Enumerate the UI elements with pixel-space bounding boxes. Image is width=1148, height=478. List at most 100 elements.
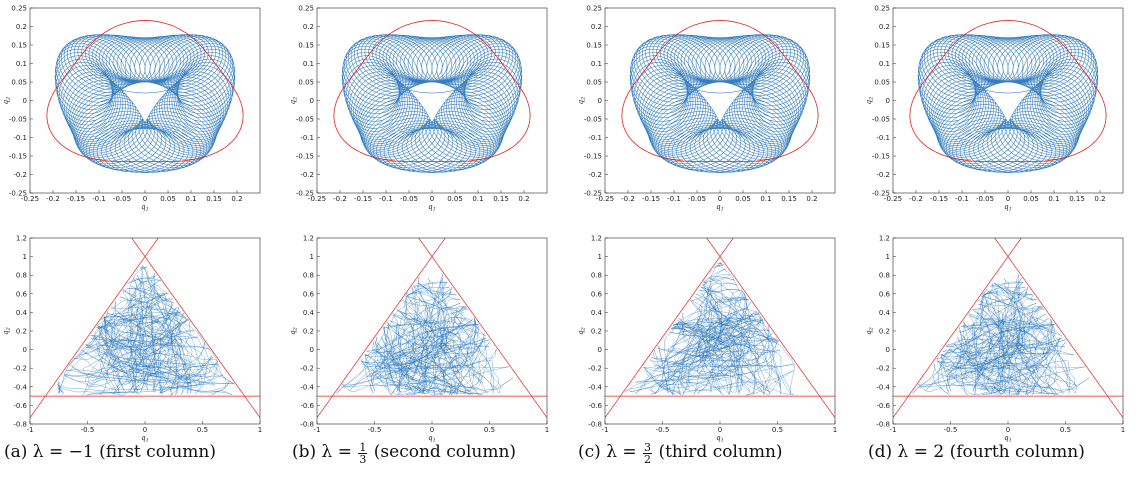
d-bottom-ytick-label: 1 (886, 253, 890, 261)
a-top-ytick-label: -0.2 (13, 171, 27, 179)
c-top-trajectory (629, 34, 811, 173)
a-bottom-ytick-label: -0.6 (13, 402, 27, 410)
b-bottom-ytick-label: 0.4 (303, 309, 315, 317)
d-top-ytick-label: 0 (886, 97, 890, 105)
c-bottom-ytick-label: -0.6 (588, 402, 602, 410)
d-top-xtick-label: -0.15 (930, 195, 948, 203)
c-top-ytick-label: -0.25 (584, 190, 602, 198)
a-top-boundary (46, 20, 244, 163)
b-bottom-ytick-label: 0 (310, 346, 314, 354)
panel-d-bottom: -1 -0.5 0 0.5 1 1.2 1 0.8 0.6 0.4 0.2 0 -0.2 -0.4 -0.6… (865, 235, 1125, 444)
a-top-ytick-label: -0.05 (9, 116, 27, 124)
a-top-xtick-label: -0.2 (46, 195, 60, 203)
c-top-xtick-label: -0.1 (667, 195, 681, 203)
panel-a-bottom: -1 -0.5 0 0.5 1 1.2 1 0.8 0.6 0.4 0.2 0 -0.2 -0.4 -0.6… (2, 235, 262, 444)
caption-b-den: 3 (359, 453, 367, 466)
a-top-ytick-label: -0.1 (13, 134, 27, 142)
a-top-ytick-label: 0 (23, 97, 27, 105)
d-bottom-ytick-label: 0.4 (879, 309, 891, 317)
c-top-ytick-label: 0.05 (586, 79, 602, 87)
b-bottom-ytick-label: 1 (310, 253, 314, 261)
b-top-ylabel: q2 (289, 97, 299, 105)
b-bottom-ytick-label: -0.8 (300, 421, 314, 429)
caption-c-prefix: (c) λ = (578, 442, 637, 462)
a-bottom-ytick-label: 0.4 (16, 309, 28, 317)
c-top-ylabel: q2 (577, 97, 587, 105)
b-bottom-ytick-label: 0.6 (303, 290, 315, 298)
b-top-inner-hole (408, 89, 456, 124)
a-top-xtick-label: -0.15 (67, 195, 85, 203)
c-top-ytick-label: -0.05 (584, 116, 602, 124)
b-bottom-ytick-label: -0.6 (300, 402, 314, 410)
b-bottom-xtick-label: -1 (314, 426, 321, 434)
a-top-inner-hole (121, 89, 169, 124)
c-top-xtick-label: -0.25 (596, 195, 614, 203)
c-top-ytick-label: 0.2 (591, 23, 602, 31)
c-bottom-xtick-label: 0 (718, 426, 722, 434)
d-bottom-ytick-label: -0.8 (876, 421, 890, 429)
b-top-trajectory (341, 34, 523, 173)
panel-c-top: -0.25 -0.2 -0.15 -0.1 -0.05 0 0.05 0.1 0.15 0.2 0.… (577, 5, 836, 213)
b-top-xtick-label: 0.1 (472, 195, 483, 203)
a-top-ylabel: q2 (2, 97, 12, 105)
a-bottom-ytick-label: 0.6 (16, 290, 28, 298)
a-top-xtick-label: 0.1 (185, 195, 196, 203)
a-bottom-ytick-label: 0.2 (16, 328, 27, 336)
d-top-trajectory (917, 34, 1099, 173)
c-top-xtick-label: -0.2 (621, 195, 635, 203)
a-top-ytick-label: 0.25 (11, 5, 27, 13)
a-top-xtick-label: 0.2 (231, 195, 242, 203)
d-top-xtick-label: 0 (1006, 195, 1010, 203)
a-top-ytick-label: 0.1 (16, 60, 27, 68)
c-top-xtick-label: 0.05 (735, 195, 751, 203)
caption-c-suffix: (third column) (658, 442, 783, 462)
b-top-xtick-label: -0.2 (333, 195, 347, 203)
a-top-xtick-label: -0.25 (21, 195, 39, 203)
a-bottom-ylabel: q2 (2, 327, 12, 335)
b-bottom-xtick-label: -0.5 (368, 426, 382, 434)
c-top-boundary (621, 20, 819, 163)
c-bottom-ytick-label: 0.4 (591, 309, 603, 317)
caption-a-suffix: (first column) (99, 442, 217, 462)
b-bottom-plot-area (317, 238, 547, 418)
a-bottom-ytick-label: 1.2 (16, 235, 27, 243)
d-top-ytick-label: -0.1 (876, 134, 890, 142)
a-bottom-xtick-label: -0.5 (81, 426, 95, 434)
a-bottom-ytick-label: 0 (23, 346, 27, 354)
d-top-inner-hole (984, 89, 1032, 124)
a-bottom-ytick-label: -0.4 (13, 383, 27, 391)
caption-b-num: 1 (358, 441, 368, 454)
a-top-trajectory (54, 34, 236, 173)
d-top-xtick-label: -0.1 (955, 195, 969, 203)
d-bottom-ytick-label: 0 (886, 346, 890, 354)
b-bottom-boundary-right (418, 238, 547, 418)
d-bottom-ylabel: q2 (865, 327, 875, 335)
b-bottom-xtick-label: 0 (430, 426, 434, 434)
caption-a-prefix: (a) λ = −1 (4, 442, 94, 462)
d-top-ytick-label: 0.2 (879, 23, 890, 31)
c-top-xlabel: q1 (716, 203, 724, 213)
panel-d-top: -0.25 -0.2 -0.15 -0.1 -0.05 0 0.05 0.1 0.15 0.2 0.… (865, 5, 1124, 213)
c-top-xtick-label: -0.15 (642, 195, 660, 203)
c-bottom-ytick-label: 0 (598, 346, 602, 354)
c-top-inner-hole (696, 89, 744, 124)
c-bottom-ytick-label: 1.2 (591, 235, 602, 243)
d-bottom-xtick-label: 0.5 (1060, 426, 1071, 434)
b-bottom-ytick-label: 1.2 (303, 235, 314, 243)
a-top-xtick-label: -0.1 (92, 195, 106, 203)
panel-b-top: -0.25 -0.2 -0.15 -0.1 -0.05 0 0.05 0.1 0.15 0.2 0.… (289, 5, 548, 213)
d-top-xtick-label: 0.2 (1094, 195, 1105, 203)
b-top-ytick-label: 0 (310, 97, 314, 105)
caption-a: (a) λ = −1 (first column) (4, 442, 216, 462)
c-top-ytick-label: -0.1 (588, 134, 602, 142)
d-bottom-ytick-label: -0.4 (876, 383, 890, 391)
c-top-xtick-label: 0.1 (760, 195, 771, 203)
a-bottom-ytick-label: 1 (23, 253, 27, 261)
d-top-xtick-label: -0.2 (909, 195, 923, 203)
d-top-boundary (909, 20, 1107, 163)
a-top-ytick-label: 0.2 (16, 23, 27, 31)
a-bottom-ytick-label: -0.2 (13, 365, 27, 373)
c-bottom-trajectory (625, 262, 795, 396)
b-bottom-xlabel: q1 (428, 434, 436, 444)
